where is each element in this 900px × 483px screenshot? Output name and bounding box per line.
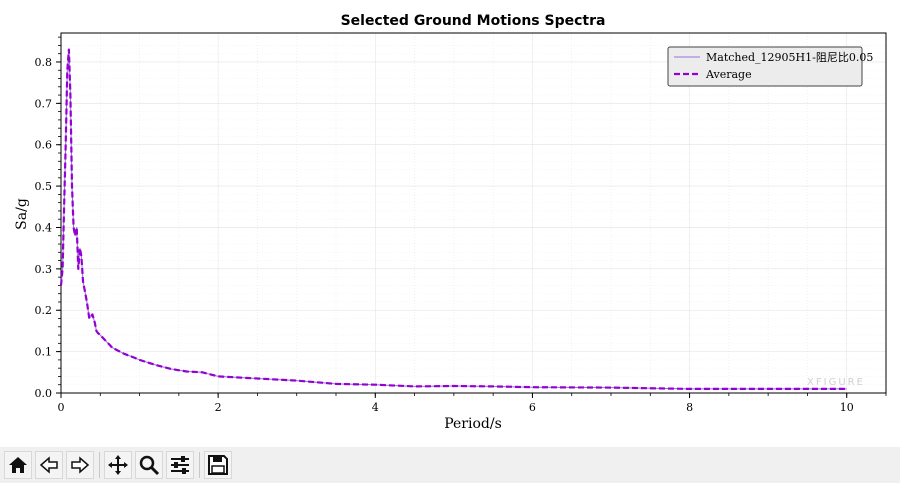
y-tick-label: 0.1 bbox=[35, 346, 53, 359]
magnifier-icon bbox=[139, 455, 160, 476]
zoom-button[interactable] bbox=[135, 451, 163, 479]
toolbar bbox=[0, 447, 900, 483]
floppy-disk-icon bbox=[208, 455, 228, 475]
save-button[interactable] bbox=[204, 451, 232, 479]
pan-button[interactable] bbox=[104, 451, 132, 479]
toolbar-separator bbox=[99, 452, 100, 478]
plot-frame bbox=[60, 32, 887, 394]
x-tick-label: 2 bbox=[215, 401, 222, 414]
x-tick-label: 10 bbox=[840, 401, 854, 414]
forward-button[interactable] bbox=[66, 451, 94, 479]
sliders-icon bbox=[171, 456, 189, 474]
x-tick-label: 4 bbox=[372, 401, 379, 414]
legend-box bbox=[667, 46, 863, 87]
move-icon bbox=[108, 455, 128, 475]
x-tick-label: 6 bbox=[529, 401, 536, 414]
axis-ticks: 0 2 4 6 8 10 0.0 0.1 0.2 0.3 0.4 0.5 0.6 0.7 0.8 bbox=[35, 36, 887, 414]
y-axis-label: Sa/g bbox=[14, 198, 30, 230]
legend: Matched_12905H1-阻尼比0.05 Average bbox=[667, 46, 873, 87]
y-tick-label: 0.5 bbox=[35, 180, 53, 193]
back-button[interactable] bbox=[35, 451, 63, 479]
x-tick-label: 0 bbox=[58, 401, 65, 414]
home-icon bbox=[9, 457, 27, 473]
series-layer bbox=[59, 48, 847, 390]
series-line-average bbox=[59, 48, 847, 390]
grid bbox=[60, 33, 887, 394]
configure-subplots-button[interactable] bbox=[166, 451, 194, 479]
y-tick-label: 0.3 bbox=[35, 263, 53, 276]
y-tick-label: 0.2 bbox=[35, 304, 53, 317]
x-axis-label: Period/s bbox=[444, 416, 502, 432]
legend-label-average: Average bbox=[705, 68, 752, 81]
legend-label-matched: Matched_12905H1-阻尼比0.05 bbox=[706, 51, 873, 64]
chart: Selected Ground Motions Spectra 0 2 4 6 8 100… bbox=[14, 13, 887, 432]
forward-arrow-icon bbox=[71, 456, 90, 474]
watermark-text: XFIGURE bbox=[807, 377, 865, 388]
y-tick-label: 0.6 bbox=[35, 139, 53, 152]
y-tick-label: 0.7 bbox=[35, 97, 53, 110]
toolbar-separator bbox=[199, 452, 200, 478]
y-tick-label: 0.0 bbox=[35, 387, 53, 400]
home-button[interactable] bbox=[4, 451, 32, 479]
y-tick-label: 0.8 bbox=[35, 56, 53, 69]
x-tick-label: 8 bbox=[686, 401, 693, 414]
back-arrow-icon bbox=[39, 456, 58, 474]
chart-area: Selected Ground Motions Spectra 0 2 4 6 8 10 0… bbox=[14, 13, 887, 432]
y-tick-label: 0.4 bbox=[35, 221, 53, 234]
chart-title: Selected Ground Motions Spectra bbox=[341, 13, 606, 29]
